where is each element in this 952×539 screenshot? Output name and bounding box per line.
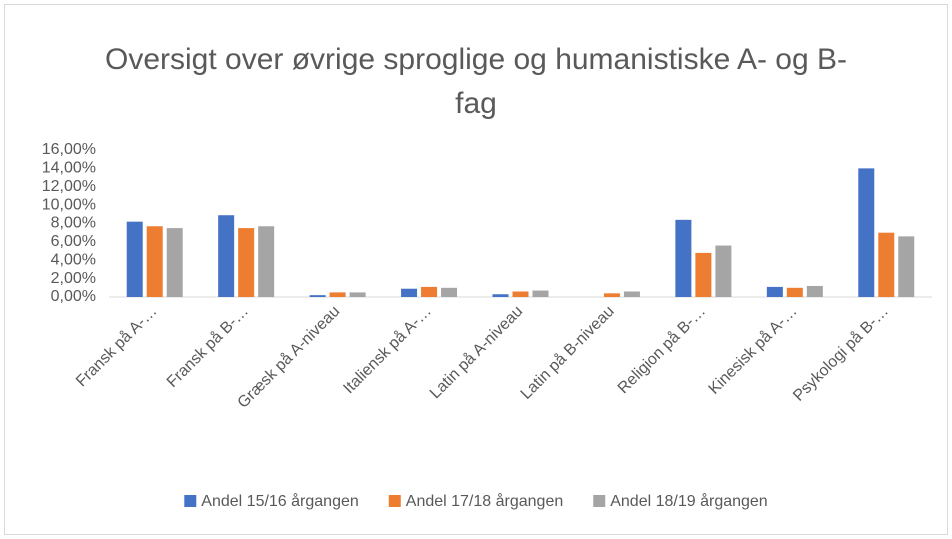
y-tick-label: 6,00% xyxy=(51,233,96,250)
y-tick-label: 0,00% xyxy=(51,288,96,305)
bar xyxy=(166,228,183,297)
y-tick-label: 4,00% xyxy=(51,251,96,268)
y-tick-label: 2,00% xyxy=(51,270,96,287)
bar xyxy=(349,292,366,297)
legend-label: Andel 18/19 årgangen xyxy=(610,492,767,510)
legend-swatch xyxy=(593,495,606,507)
y-tick-label: 14,00% xyxy=(42,160,96,177)
legend-swatch xyxy=(184,495,197,507)
bar xyxy=(126,221,143,297)
chart-title: Oversigt over øvrige sproglige og humani… xyxy=(105,43,847,120)
bar xyxy=(512,291,529,297)
x-tick-label: Græsk på A-niveau xyxy=(234,302,344,412)
y-tick-label: 8,00% xyxy=(51,215,96,232)
bar xyxy=(603,293,620,297)
bar xyxy=(715,245,732,297)
bar xyxy=(858,168,875,297)
bar xyxy=(623,291,640,297)
bar xyxy=(146,226,163,297)
bar xyxy=(766,286,783,297)
bar xyxy=(532,290,549,297)
bar xyxy=(238,228,255,297)
x-tick-label: Italiensk på A-… xyxy=(340,302,435,397)
bar xyxy=(492,294,509,297)
y-tick-label: 10,00% xyxy=(42,196,96,213)
bar xyxy=(218,215,235,297)
bar xyxy=(675,219,692,297)
bar xyxy=(878,232,895,297)
chart-border xyxy=(4,4,948,535)
bar xyxy=(309,295,326,297)
x-tick-label: Kinesisk på A-… xyxy=(705,302,801,398)
x-tick-label: Latin på A-niveau xyxy=(426,302,526,402)
bar xyxy=(898,236,915,297)
x-tick-label: Psykologi på B-… xyxy=(789,302,892,405)
x-tick-label: Latin på B-niveau xyxy=(517,302,618,403)
bar xyxy=(401,288,418,297)
legend-label: Andel 15/16 årgangen xyxy=(201,492,358,510)
legend-swatch xyxy=(388,495,401,507)
y-tick-label: 16,00% xyxy=(42,141,96,158)
bar xyxy=(329,292,346,297)
y-tick-label: 12,00% xyxy=(42,178,96,195)
x-tick-label: Religion på B-… xyxy=(614,302,709,397)
bar xyxy=(695,252,712,297)
legend-label: Andel 17/18 årgangen xyxy=(406,492,563,510)
bar xyxy=(258,226,275,297)
bar xyxy=(786,287,803,297)
x-tick-label: Fransk på B-… xyxy=(163,302,252,391)
x-tick-label: Fransk på A-… xyxy=(72,302,160,390)
bar xyxy=(441,287,458,297)
bar xyxy=(806,285,823,297)
bar xyxy=(421,286,438,297)
